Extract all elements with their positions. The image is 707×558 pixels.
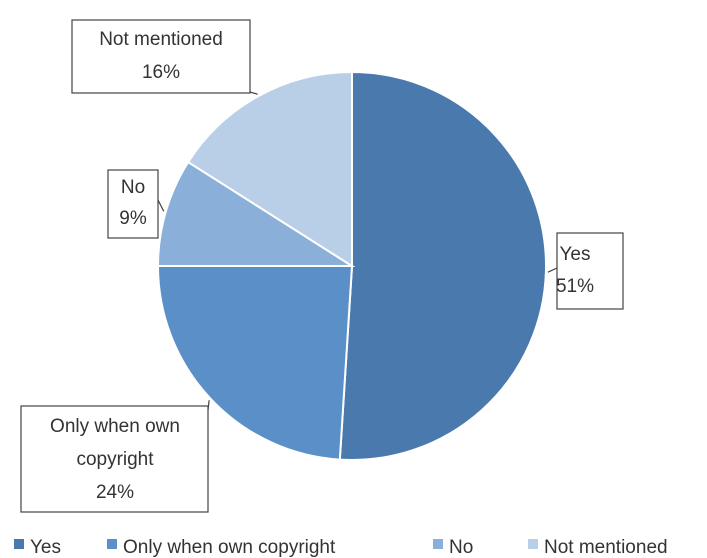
legend-swatch	[433, 539, 443, 549]
data-label-not-mentioned: Not mentioned 16%	[71, 19, 258, 95]
legend-swatch	[528, 539, 538, 549]
leader-line	[547, 267, 558, 273]
data-label-only-when-own-copyright: Only when own copyright 24%	[20, 400, 210, 513]
data-label-value: 51%	[556, 276, 594, 297]
legend-item-not-mentioned: Not mentioned	[528, 537, 668, 558]
pie-slice-no	[156, 160, 356, 267]
data-label-yes: Yes 51%	[547, 232, 624, 310]
pie-slice-not-mentioned	[186, 70, 353, 268]
data-label-value: 16%	[142, 62, 180, 83]
legend-item-no: No	[433, 537, 473, 558]
legend-label: Only when own copyright	[123, 537, 336, 558]
pie-slices	[156, 70, 547, 461]
data-label-value: 9%	[119, 208, 147, 229]
data-label-value: 24%	[96, 482, 134, 503]
data-label-category: copyright	[76, 449, 154, 470]
leader-line	[157, 199, 165, 212]
data-label-category: Yes	[560, 244, 591, 265]
data-label-category: Only when own	[50, 416, 180, 437]
pie-slice-only-when-own-copyright	[156, 265, 354, 461]
callout-box	[107, 169, 159, 239]
legend-swatch	[14, 539, 24, 549]
legend-label: Not mentioned	[544, 537, 668, 558]
legend-swatch	[107, 539, 117, 549]
legend-item-yes: Yes	[14, 537, 61, 558]
leader-line	[249, 91, 258, 95]
data-label-category: No	[121, 177, 145, 198]
pie-slice-yes	[338, 70, 547, 461]
callout-box	[556, 232, 624, 310]
data-labels: Yes 51% Only when own copyright 24% No 9% Not m…	[20, 19, 624, 513]
legend-item-only-when-own-copyright: Only when own copyright	[107, 537, 336, 558]
legend-label: No	[449, 537, 473, 558]
legend: Yes Only when own copyright No Not mentione…	[14, 537, 668, 558]
legend-label: Yes	[30, 537, 61, 558]
callout-box	[71, 19, 251, 94]
data-label-category: Not mentioned	[99, 29, 223, 50]
callout-box	[20, 405, 209, 513]
data-label-no: No 9%	[107, 169, 165, 239]
